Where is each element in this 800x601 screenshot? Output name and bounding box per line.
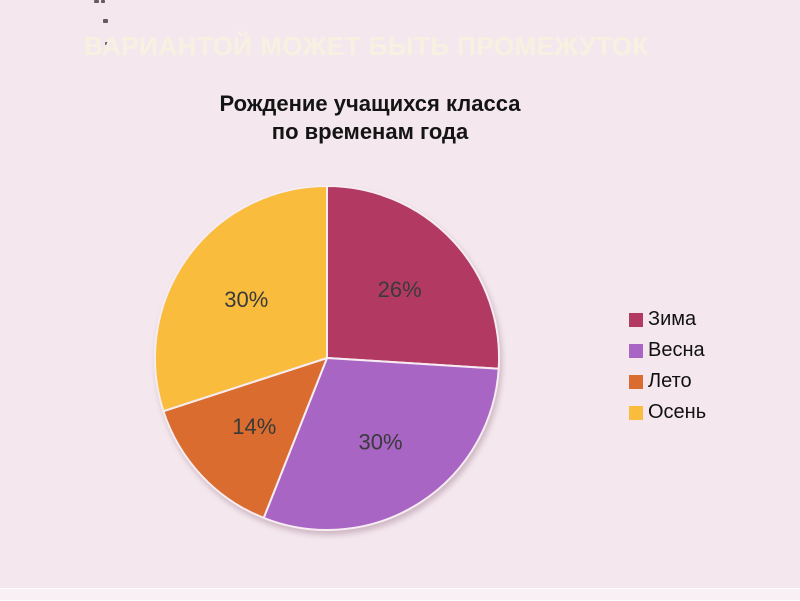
pie-slice-3 xyxy=(153,185,328,413)
chart-title-line2: по временам года xyxy=(271,119,469,144)
legend-swatch-icon xyxy=(629,374,643,389)
bottom-edge-strip xyxy=(0,588,800,601)
pie-slice-1 xyxy=(262,357,500,531)
chart-title: Рождение учащихся класса по временам год… xyxy=(150,90,590,146)
legend-swatch-icon xyxy=(629,343,643,358)
legend-swatch-icon xyxy=(629,405,643,420)
legend-item-1: Весна xyxy=(629,335,706,366)
pie-data-label-2: 14% xyxy=(232,414,276,439)
pie-data-label-1: 30% xyxy=(358,430,402,455)
pie-data-label-3: 30% xyxy=(224,287,268,312)
pie-slice-0 xyxy=(326,185,501,370)
legend-label: Осень xyxy=(648,401,707,423)
pie-data-label-0: 26% xyxy=(378,277,422,302)
legend-label: Зима xyxy=(648,308,697,330)
legend-item-0: Зима xyxy=(629,304,706,335)
legend-swatch-icon xyxy=(629,312,643,327)
stray-mark xyxy=(101,0,105,3)
legend-label: Лето xyxy=(648,370,692,392)
legend-item-3: Осень xyxy=(629,397,706,428)
legend-label: Весна xyxy=(648,339,705,361)
chart-title-line1: Рождение учащихся класса xyxy=(219,91,521,116)
stray-mark xyxy=(105,42,109,45)
legend-item-2: Лето xyxy=(629,366,706,397)
stray-mark xyxy=(94,0,99,3)
chart-legend: Зима Весна Лето Осень xyxy=(629,304,706,428)
slide-heading: ВАРИАНТОЙ МОЖЕТ БЫТЬ ПРОМЕЖУТОК xyxy=(84,31,649,61)
stray-mark xyxy=(103,19,108,23)
pie-chart-svg: 26% 30% 14% 30% xyxy=(153,185,501,531)
